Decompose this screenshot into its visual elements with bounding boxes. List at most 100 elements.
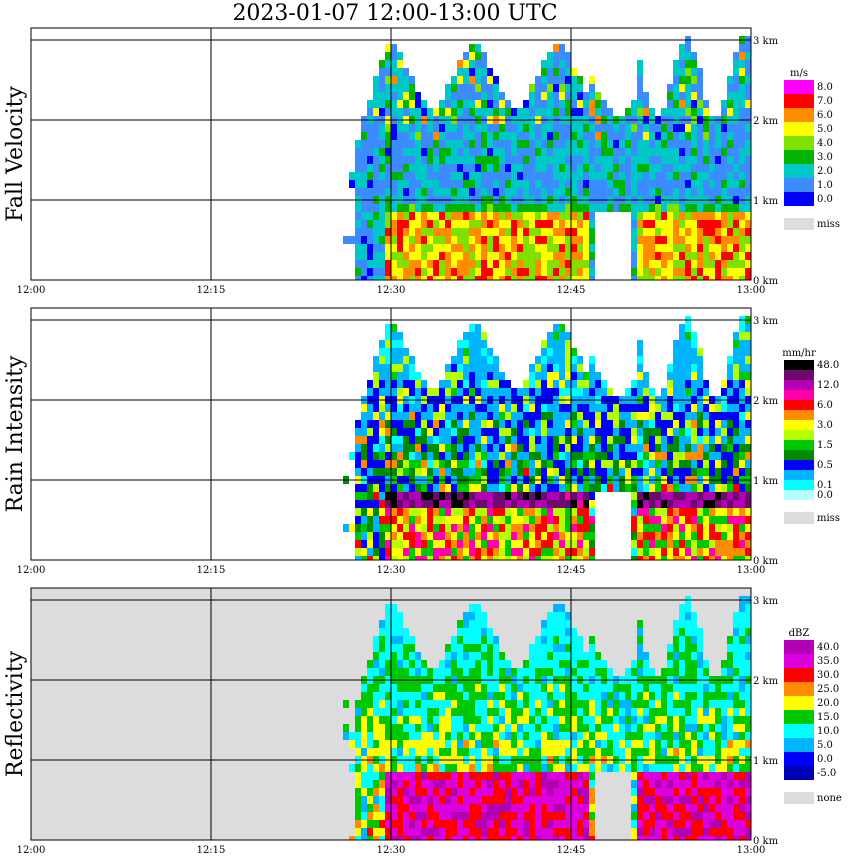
data-cell [361,148,367,156]
data-cell [505,460,511,468]
data-cell [361,228,367,236]
data-cell [619,468,625,476]
data-cell [709,444,715,452]
data-cell [625,204,631,212]
data-cell [355,796,361,804]
data-cell [397,500,403,508]
data-cell [469,804,475,812]
data-cell [649,108,655,116]
data-cell [457,812,463,820]
data-cell [727,820,733,828]
data-cell [727,268,733,276]
data-cell [415,460,421,468]
data-cell [553,740,559,748]
data-cell [499,412,505,420]
data-cell [487,772,493,780]
data-cell [541,244,547,252]
data-cell [505,260,511,268]
data-cell [469,444,475,452]
data-cell [457,764,463,772]
data-cell [655,420,661,428]
data-cell [463,404,469,412]
data-cell [643,436,649,444]
data-cell [649,836,655,840]
data-cell [715,700,721,708]
data-cell [745,148,751,156]
data-cell [457,404,463,412]
data-cell [541,268,547,276]
data-cell [649,276,655,280]
data-cell [409,644,415,652]
data-cell [385,100,391,108]
data-cell [697,124,703,132]
data-cell [595,436,601,444]
data-cell [667,380,673,388]
data-cell [529,812,535,820]
data-cell [475,348,481,356]
data-cell [727,220,733,228]
data-cell [637,548,643,556]
data-cell [589,244,595,252]
data-cell [727,276,733,280]
data-cell [559,780,565,788]
data-cell [415,780,421,788]
data-cell [529,644,535,652]
data-cell [373,516,379,524]
data-cell [595,180,601,188]
data-cell [511,524,517,532]
data-cell [595,748,601,756]
data-cell [559,524,565,532]
data-cell [571,356,577,364]
data-cell [691,828,697,836]
data-cell [745,788,751,796]
data-cell [673,636,679,644]
data-cell [595,460,601,468]
data-cell [397,540,403,548]
data-cell [637,508,643,516]
data-cell [511,268,517,276]
data-cell [691,148,697,156]
data-cell [451,708,457,716]
data-cell [487,436,493,444]
data-cell [373,636,379,644]
data-cell [355,724,361,732]
data-cell [715,164,721,172]
data-cell [685,340,691,348]
data-cell [517,692,523,700]
data-cell [739,372,745,380]
data-cell [643,172,649,180]
data-cell [373,84,379,92]
data-cell [415,412,421,420]
data-cell [721,708,727,716]
data-cell [517,500,523,508]
data-cell [463,780,469,788]
data-cell [553,140,559,148]
data-cell [427,708,433,716]
data-cell [649,132,655,140]
data-cell [445,108,451,116]
data-cell [649,828,655,836]
data-cell [685,780,691,788]
data-cell [433,532,439,540]
data-cell [367,268,373,276]
data-cell [547,60,553,68]
data-cell [403,644,409,652]
data-cell [373,484,379,492]
data-cell [667,812,673,820]
data-cell [409,500,415,508]
data-cell [547,700,553,708]
data-cell [625,164,631,172]
data-cell [529,748,535,756]
data-cell [673,100,679,108]
data-cell [451,252,457,260]
data-cell [661,556,667,560]
data-cell [379,828,385,836]
data-cell [667,276,673,280]
data-cell [421,228,427,236]
data-cell [493,692,499,700]
data-cell [505,700,511,708]
data-cell [595,404,601,412]
data-cell [517,788,523,796]
data-cell [643,812,649,820]
data-cell [691,820,697,828]
